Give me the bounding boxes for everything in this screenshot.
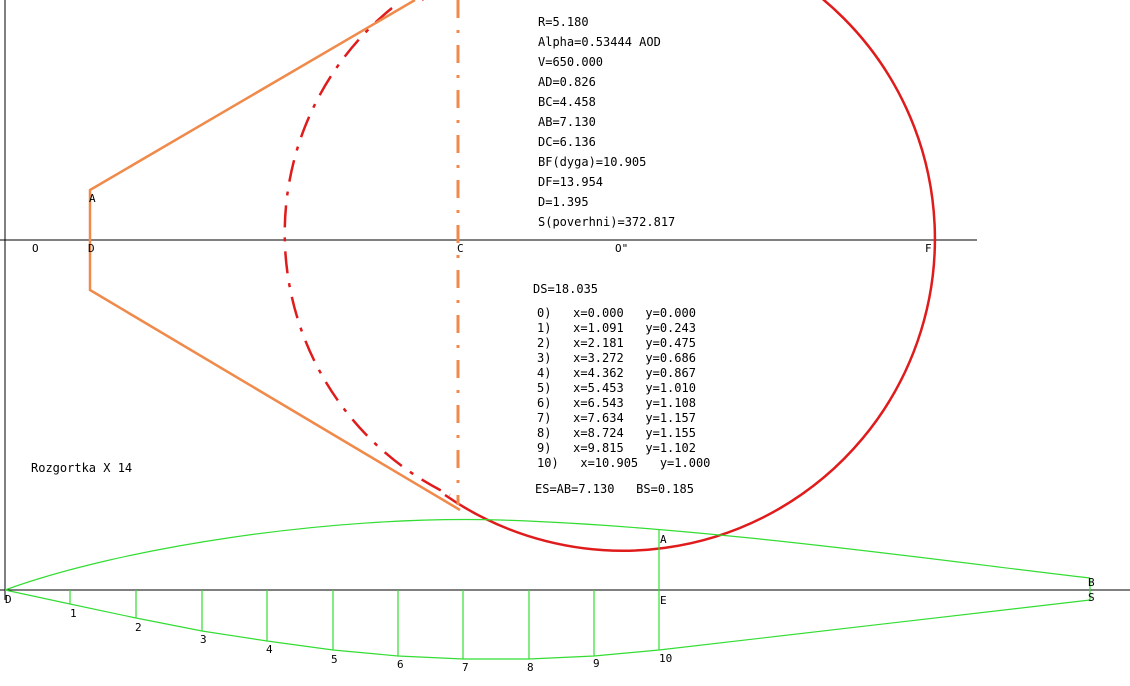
tick-label-2: 2: [135, 621, 142, 634]
param-d: D=1.395: [538, 195, 589, 209]
point-label-d: D: [88, 242, 95, 255]
tick-label-6: 6: [397, 658, 404, 671]
coord-row-0: 0) x=0.000 y=0.000: [537, 306, 696, 320]
profile-outline: [88, 0, 461, 512]
coord-row-6: 6) x=6.543 y=1.108: [537, 396, 696, 410]
dashed-circle-arc: [283, 7, 451, 497]
coord-row-2: 2) x=2.181 y=0.475: [537, 336, 696, 350]
tick-label-10: 10: [659, 652, 672, 665]
development-lower-curve: [4, 589, 1091, 660]
point-label-o: O: [32, 242, 39, 255]
point-label-f: F: [925, 242, 932, 255]
param-s: S(poverhni)=372.817: [538, 215, 675, 229]
tick-label-9: 9: [593, 657, 600, 670]
param-alpha: Alpha=0.53444 AOD: [538, 35, 661, 49]
tick-label-3: 3: [200, 633, 207, 646]
param-bc: BC=4.458: [538, 95, 596, 109]
point-label-o-double-prime: O": [615, 242, 628, 255]
point-label-s: S: [1088, 591, 1095, 604]
tick-label-5: 5: [331, 653, 338, 666]
tick-label-8: 8: [527, 661, 534, 674]
coord-row-10: 10) x=10.905 y=1.000: [537, 456, 710, 470]
param-v: V=650.000: [538, 55, 603, 69]
development-upper-curve: [4, 518, 1091, 591]
development-caption: Rozgortka X 14: [31, 461, 132, 475]
point-label-c: C: [457, 242, 464, 255]
param-r: R=5.180: [538, 15, 589, 29]
param-ad: AD=0.826: [538, 75, 596, 89]
point-label-e: E: [660, 594, 667, 607]
param-ab: AB=7.130: [538, 115, 596, 129]
param-df: DF=13.954: [538, 175, 603, 189]
big-circle-arc: [422, 0, 937, 552]
ds-value: DS=18.035: [533, 282, 598, 296]
tick-label-7: 7: [462, 661, 469, 674]
coord-row-4: 4) x=4.362 y=0.867: [537, 366, 696, 380]
tick-label-4: 4: [266, 643, 273, 656]
coord-row-3: 3) x=3.272 y=0.686: [537, 351, 696, 365]
point-label-a-development: A: [660, 533, 667, 546]
point-label-b: B: [1088, 576, 1095, 589]
coord-row-9: 9) x=9.815 y=1.102: [537, 441, 696, 455]
summary-es-bs: ES=AB=7.130 BS=0.185: [535, 482, 694, 496]
coord-row-5: 5) x=5.453 y=1.010: [537, 381, 696, 395]
coord-row-8: 8) x=8.724 y=1.155: [537, 426, 696, 440]
point-label-d-development: D: [5, 593, 12, 606]
coord-row-7: 7) x=7.634 y=1.157: [537, 411, 696, 425]
param-bf: BF(dyga)=10.905: [538, 155, 646, 169]
param-dc: DC=6.136: [538, 135, 596, 149]
coord-row-1: 1) x=1.091 y=0.243: [537, 321, 696, 335]
point-label-a: A: [89, 192, 96, 205]
tick-label-1: 1: [70, 607, 77, 620]
